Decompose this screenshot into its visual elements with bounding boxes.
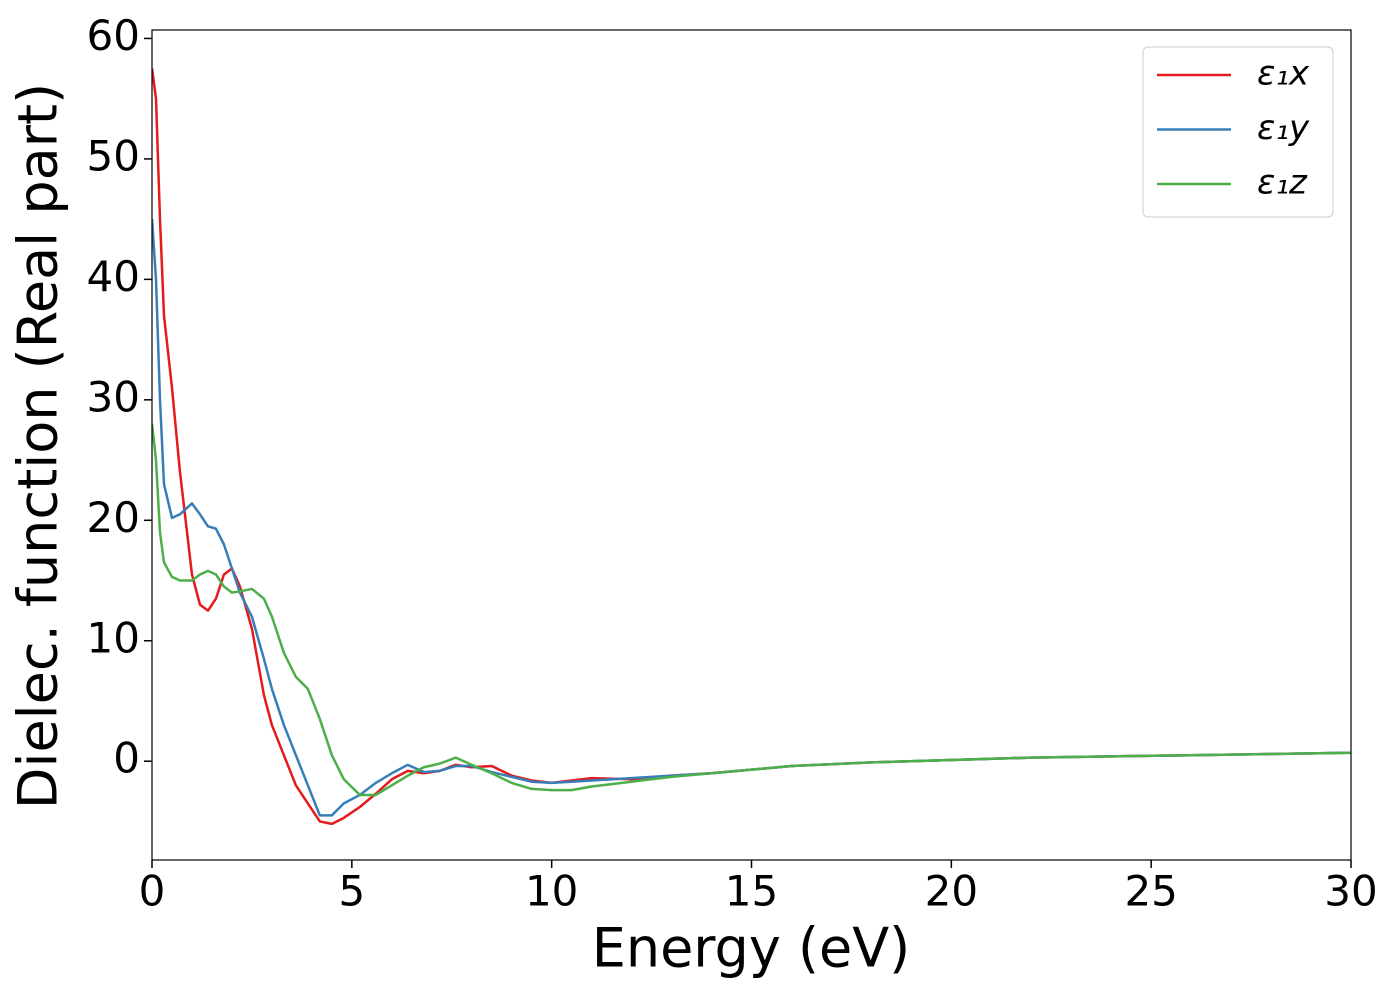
y-tick-label: 60 — [87, 11, 140, 60]
y-tick-label: 10 — [87, 613, 140, 662]
x-tick-label: 30 — [1324, 867, 1377, 916]
line-series — [152, 219, 1351, 817]
plot-frame — [151, 29, 1352, 861]
x-tick-label: 25 — [1124, 867, 1177, 916]
x-tick-label: 5 — [338, 867, 365, 916]
y-tick-label: 0 — [113, 734, 140, 783]
x-tick-label: 0 — [139, 867, 166, 916]
plot — [152, 68, 1351, 826]
y-tick-label: 40 — [87, 252, 140, 301]
y-tick-label: 50 — [87, 131, 140, 180]
legend-label: ε₁x — [1257, 54, 1310, 94]
x-tick-label: 20 — [925, 867, 978, 916]
x-tick-label: 15 — [725, 867, 778, 916]
y-axis-label: Dielec. function (Real part) — [7, 83, 70, 809]
legend-label: ε₁z — [1257, 163, 1308, 203]
y-tick-label: 30 — [87, 372, 140, 421]
y-tick-label: 20 — [87, 493, 140, 542]
legend-label: ε₁y — [1257, 108, 1310, 148]
x-axis-label: Energy (eV) — [592, 917, 911, 980]
x-tick-label: 10 — [525, 867, 578, 916]
line-series — [152, 423, 1351, 797]
legend-box — [1142, 46, 1334, 218]
